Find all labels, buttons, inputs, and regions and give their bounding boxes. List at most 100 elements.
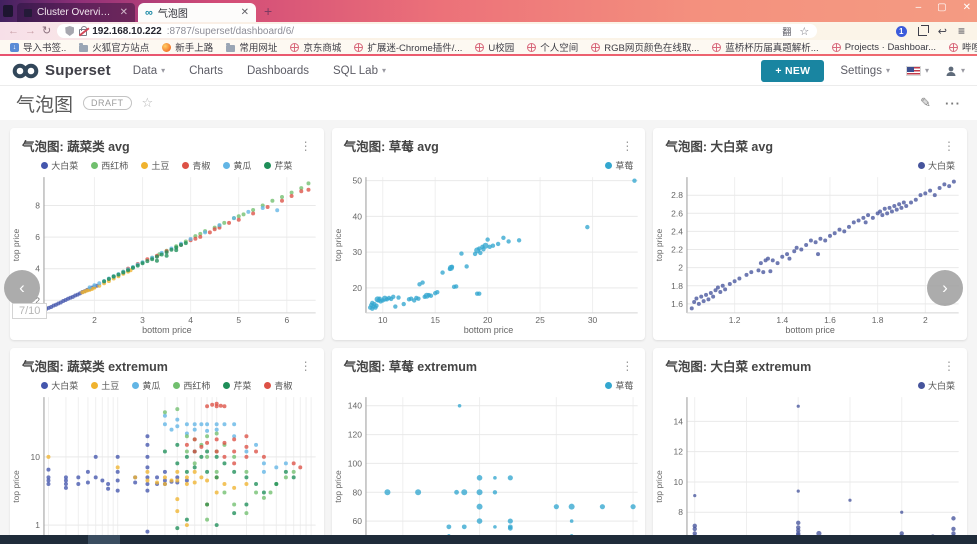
nav-menu-item[interactable]: Charts <box>189 65 223 77</box>
restore-icon[interactable]: ↩ <box>937 25 947 38</box>
svg-text:2: 2 <box>92 315 97 325</box>
close-button[interactable]: ✕ <box>962 2 971 13</box>
extension-badge-icon[interactable]: 1 <box>895 25 907 37</box>
bookmark-item[interactable]: Projects · Dashboar... <box>831 42 936 53</box>
more-options-icon[interactable]: ··· <box>945 95 961 111</box>
svg-text:8: 8 <box>679 507 684 517</box>
bookmark-item[interactable]: 京东商城 <box>290 40 341 54</box>
reload-button[interactable]: ↻ <box>42 24 52 37</box>
bookmark-item[interactable]: 扩展迷-Chrome插件/... <box>354 40 462 54</box>
presto-favicon <box>24 8 32 17</box>
maximize-button[interactable]: ▢ <box>937 2 947 13</box>
kebab-menu-icon[interactable]: ⋮ <box>299 138 312 153</box>
language-selector[interactable]: ▾ <box>905 65 929 76</box>
chevron-down-icon: ▾ <box>381 66 386 75</box>
svg-text:80: 80 <box>352 487 362 497</box>
kebab-menu-icon[interactable]: ⋮ <box>942 358 955 373</box>
bookmark-item[interactable]: U校园 <box>475 40 514 54</box>
svg-text:1.8: 1.8 <box>872 315 884 325</box>
chart-title: 气泡图: 大白菜 avg <box>665 140 773 154</box>
svg-text:2: 2 <box>923 315 928 325</box>
taskbar-active-app[interactable] <box>88 535 120 544</box>
kebab-menu-icon[interactable]: ⋮ <box>299 358 312 373</box>
svg-text:1.8: 1.8 <box>671 281 683 291</box>
bookmark-item[interactable]: 哔哩哔哩 ( ゜-゜)つロ ... <box>949 40 977 54</box>
new-button[interactable]: + NEW <box>761 59 825 82</box>
address-bar[interactable]: 192.168.10.222:8787/superset/dashboard/6… <box>57 24 818 38</box>
x-axis-label: bottom price <box>463 325 514 335</box>
legend-item[interactable]: 草莓 <box>605 159 633 172</box>
translate-extension-icon[interactable]: 翻 <box>782 26 792 37</box>
kebab-menu-icon[interactable]: ⋮ <box>942 138 955 153</box>
legend-item[interactable]: 土豆 <box>141 159 169 172</box>
carousel-next-button[interactable]: › <box>927 270 963 306</box>
bookmark-label: RGB网页颜色在线取... <box>604 43 700 54</box>
tab-close-icon[interactable]: ✕ <box>119 7 128 18</box>
bookmark-icon <box>79 42 89 52</box>
bookmark-item[interactable]: ↓ 导入书签.. <box>10 40 66 54</box>
minimize-button[interactable]: – <box>915 2 922 13</box>
bookmark-item[interactable]: 新手上路 <box>162 40 213 54</box>
edit-pencil-icon[interactable]: ✎ <box>920 95 931 110</box>
legend-item[interactable]: 西红柿 <box>173 379 210 392</box>
browser-tab-inactive[interactable]: Cluster Overview - Presto ✕ <box>17 3 135 22</box>
bookmark-item[interactable]: 蓝桥杯历届真题解析... <box>712 40 819 54</box>
legend-item[interactable]: 西红柿 <box>91 159 128 172</box>
browser-tab-active[interactable]: ∞ 气泡图 ✕ <box>138 3 256 22</box>
us-flag-icon <box>905 65 921 76</box>
bookmark-item[interactable]: 常用网址 <box>226 40 277 54</box>
insecure-lock-icon[interactable] <box>79 25 88 36</box>
favorite-star-icon[interactable]: ☆ <box>141 95 154 110</box>
legend-item[interactable]: 青椒 <box>264 379 292 392</box>
scatter-plot: 0.20.30.40.50.6468101214top price <box>654 397 959 544</box>
svg-text:140: 140 <box>347 401 361 411</box>
svg-text:top price: top price <box>654 470 664 503</box>
shield-icon[interactable] <box>65 26 75 36</box>
bookmark-star-icon[interactable]: ☆ <box>799 25 810 38</box>
bookmark-icon <box>831 42 841 52</box>
svg-text:top price: top price <box>333 470 343 503</box>
nav-menu-item[interactable]: SQL Lab ▾ <box>333 65 386 77</box>
user-menu[interactable]: ▾ <box>945 65 965 77</box>
menu-icon[interactable]: ≡ <box>957 24 965 38</box>
taskbar[interactable] <box>0 535 977 544</box>
tab-close-icon[interactable]: ✕ <box>240 7 249 18</box>
nav-menu-item[interactable]: Data ▾ <box>133 65 165 77</box>
browser-tab-strip: Cluster Overview - Presto ✕ ∞ 气泡图 ✕ + – … <box>0 0 977 22</box>
svg-text:30: 30 <box>588 315 598 325</box>
legend-item[interactable]: 大白菜 <box>41 379 78 392</box>
legend-item[interactable]: 黄瓜 <box>132 379 160 392</box>
bookmark-item[interactable]: 火狐官方站点 <box>79 40 149 54</box>
back-button[interactable]: ← <box>8 24 19 37</box>
new-tab-button[interactable]: + <box>264 3 273 19</box>
kebab-menu-icon[interactable]: ⋮ <box>621 138 634 153</box>
carousel-prev-button[interactable]: ‹ <box>4 270 40 306</box>
forward-button[interactable]: → <box>25 24 36 37</box>
svg-text:top price: top price <box>11 228 21 261</box>
legend-item[interactable]: 土豆 <box>91 379 119 392</box>
legend-item[interactable]: 芹菜 <box>264 159 292 172</box>
bookmark-icon <box>591 42 601 52</box>
screenshot-icon[interactable] <box>917 24 929 36</box>
chevron-down-icon: ▾ <box>161 66 166 75</box>
svg-text:20: 20 <box>483 315 493 325</box>
bookmark-item[interactable]: 个人空间 <box>527 40 578 54</box>
nav-menu-item[interactable]: Dashboards <box>247 65 309 77</box>
legend-item[interactable]: 青椒 <box>182 159 210 172</box>
chart-legend: 草莓 <box>332 377 646 392</box>
legend-item[interactable]: 大白菜 <box>41 159 78 172</box>
url-host: 192.168.10.222 <box>92 25 162 37</box>
superset-logo[interactable]: Superset <box>12 62 111 79</box>
legend-item[interactable]: 芹菜 <box>223 379 251 392</box>
kebab-menu-icon[interactable]: ⋮ <box>621 358 634 373</box>
bookmark-item[interactable]: RGB网页颜色在线取... <box>591 40 699 54</box>
scatter-plot: 10 15 20 25 30 20 30 40 50 top price <box>333 176 638 325</box>
legend-item[interactable]: 大白菜 <box>917 379 955 392</box>
bookmark-label: 新手上路 <box>175 43 214 54</box>
settings-menu[interactable]: Settings ▾ <box>840 65 890 77</box>
bookmark-icon <box>162 42 172 52</box>
legend-item[interactable]: 草莓 <box>605 379 633 392</box>
chevron-down-icon: ▾ <box>960 66 965 75</box>
legend-item[interactable]: 黄瓜 <box>223 159 251 172</box>
legend-item[interactable]: 大白菜 <box>917 159 955 172</box>
